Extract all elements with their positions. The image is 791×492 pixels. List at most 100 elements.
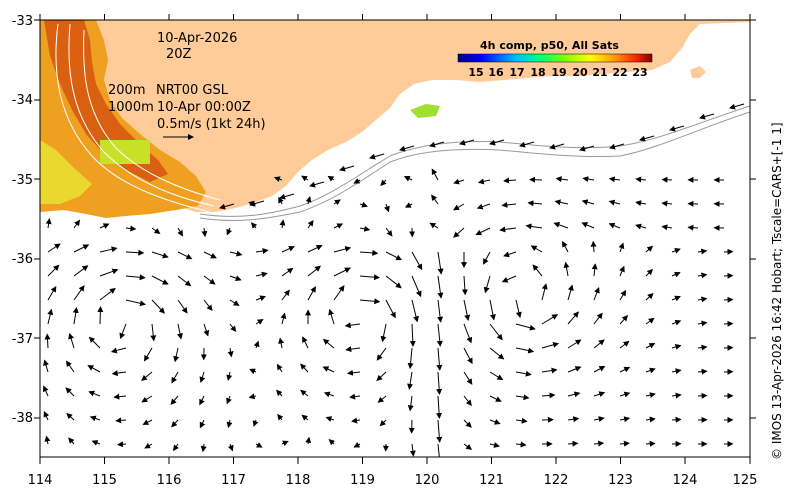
velocity-arrow <box>593 416 605 423</box>
velocity-arrow <box>554 199 569 206</box>
velocity-arrow <box>359 298 381 305</box>
velocity-arrow <box>645 367 656 374</box>
velocity-arrow <box>609 143 625 150</box>
velocity-arrow <box>252 419 259 427</box>
axis-tickmarks <box>34 14 756 464</box>
velocity-arrow <box>151 227 161 234</box>
velocity-arrow <box>579 145 595 152</box>
current-streamlines <box>55 23 221 213</box>
velocity-arrow <box>99 246 118 253</box>
colorbar-tick: 21 <box>592 66 607 79</box>
velocity-arrow <box>489 395 502 402</box>
velocity-arrow <box>501 275 517 283</box>
velocity-arrow <box>407 395 414 412</box>
velocity-arrow <box>73 285 85 301</box>
velocity-arrow <box>645 416 656 423</box>
velocity-arrow <box>385 227 393 237</box>
velocity-arrow <box>73 219 81 229</box>
velocity-arrow <box>111 370 127 377</box>
velocity-arrow <box>141 395 153 403</box>
velocity-arrow <box>43 410 50 421</box>
velocity-arrow <box>226 371 233 381</box>
velocity-arrow <box>525 223 543 230</box>
velocity-arrow <box>384 203 390 213</box>
velocity-arrow <box>541 283 548 301</box>
velocity-arrow <box>99 223 110 229</box>
y-tick-label: -33 <box>12 14 33 29</box>
sst-small-patch <box>410 104 440 118</box>
velocity-arrow <box>279 193 295 200</box>
velocity-arrow <box>645 245 654 253</box>
velocity-arrow <box>322 338 335 349</box>
velocity-arrow <box>503 251 517 258</box>
velocity-arrow <box>483 251 491 265</box>
velocity-arrow <box>553 222 569 229</box>
velocity-arrow <box>515 370 532 377</box>
isobath-deep-label: 1000m <box>108 100 154 115</box>
y-tick-label: -36 <box>12 252 33 267</box>
velocity-arrow <box>436 347 443 371</box>
velocity-arrow <box>229 250 243 257</box>
velocity-arrow <box>333 199 341 206</box>
velocity-arrow <box>635 200 647 207</box>
velocity-arrow <box>399 145 415 152</box>
velocity-arrow <box>88 336 101 349</box>
velocity-arrow <box>125 299 146 307</box>
velocity-arrow <box>307 244 323 253</box>
velocity-arrow <box>280 312 287 325</box>
sst-colorbar: 4h comp, p50, All Sats 15 16 17 18 19 20… <box>457 39 653 79</box>
velocity-arrow <box>248 393 257 400</box>
velocity-arrow <box>279 219 286 229</box>
velocity-arrow <box>229 275 242 282</box>
velocity-arrow <box>91 440 101 446</box>
velocity-arrow <box>404 202 413 208</box>
velocity-arrow <box>723 296 734 303</box>
velocity-arrow <box>201 227 208 238</box>
velocity-arrow <box>200 443 207 453</box>
velocity-arrow <box>250 222 258 229</box>
velocity-arrow <box>301 414 309 421</box>
velocity-arrow <box>327 175 335 182</box>
velocity-arrow <box>619 340 630 349</box>
velocity-arrow <box>99 268 119 277</box>
velocity-arrow <box>567 366 582 373</box>
velocity-arrow <box>723 320 734 327</box>
velocity-arrow <box>44 435 51 445</box>
velocity-arrow <box>581 222 595 229</box>
y-axis-labels: -33 -34 -35 -36 -37 -38 <box>12 14 33 426</box>
velocity-arrow <box>407 371 414 390</box>
velocity-arrow <box>562 240 569 253</box>
velocity-arrow <box>661 176 673 183</box>
velocity-arrow <box>699 113 715 120</box>
velocity-arrow <box>671 271 681 278</box>
velocity-arrow <box>87 365 101 373</box>
velocity-arrow <box>44 333 51 349</box>
velocity-arrow <box>345 346 361 353</box>
velocity-arrow <box>359 225 371 232</box>
velocity-arrow <box>322 366 335 373</box>
velocity-arrow <box>489 371 504 381</box>
velocity-arrow <box>144 442 153 449</box>
velocity-arrow <box>125 274 146 281</box>
velocity-arrow <box>567 284 574 301</box>
velocity-arrow <box>437 251 444 275</box>
velocity-arrow <box>591 263 598 277</box>
velocity-arrow <box>177 299 188 314</box>
velocity-arrow <box>463 443 473 450</box>
velocity-arrow <box>671 416 682 423</box>
velocity-arrow <box>72 306 79 325</box>
velocity-arrow <box>333 223 344 229</box>
velocity-arrow <box>151 299 165 314</box>
velocity-arrow <box>323 391 335 398</box>
velocity-arrow <box>328 308 335 325</box>
velocity-arrow <box>697 248 708 255</box>
velocity-arrow <box>353 178 361 184</box>
velocity-arrow <box>97 306 104 325</box>
velocity-arrow <box>529 176 543 183</box>
velocity-arrow <box>47 308 54 325</box>
velocity-arrow <box>301 175 309 182</box>
colorbar-tick: 19 <box>551 66 566 79</box>
velocity-arrow <box>453 203 465 211</box>
x-tick-label: 122 <box>544 473 569 488</box>
velocity-arrow <box>255 248 269 254</box>
